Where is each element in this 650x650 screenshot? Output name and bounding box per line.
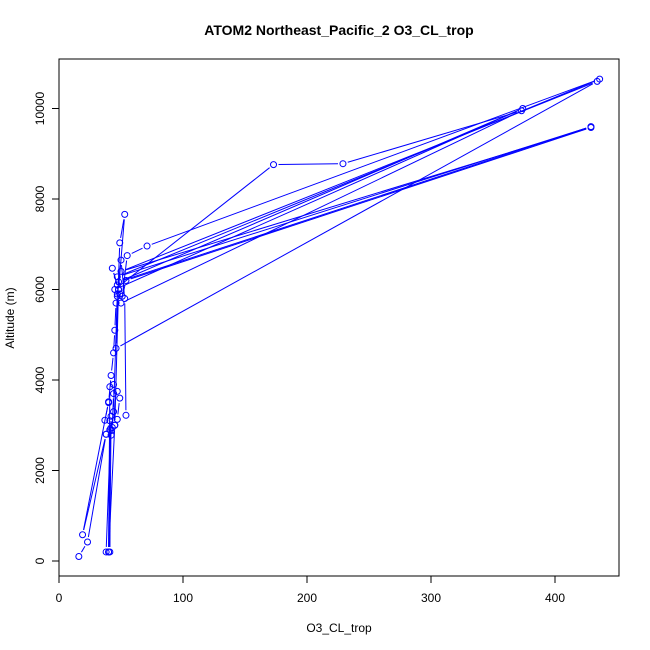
data-point <box>75 552 83 560</box>
y-axis: 0 2000 4000 6000 8000 10000 <box>33 91 60 564</box>
series-line-segment <box>124 303 127 411</box>
data-point <box>105 398 113 406</box>
data-point <box>113 290 121 298</box>
data-point <box>122 411 130 419</box>
data-point <box>101 416 109 424</box>
data-point <box>107 427 115 435</box>
data-point <box>117 267 125 275</box>
chart-title: ATOM2 Northeast_Pacific_2 O3_CL_trop <box>204 22 473 38</box>
data-point <box>117 299 125 307</box>
series-line-segment <box>120 83 594 347</box>
series-line-segment <box>347 111 517 163</box>
series-line-segment <box>111 357 114 371</box>
data-point <box>121 295 129 303</box>
series-line-segment <box>120 219 125 239</box>
series-line-segment <box>114 308 117 326</box>
data-point <box>115 286 123 293</box>
data-point <box>113 415 121 423</box>
data-point <box>107 371 115 379</box>
data-point <box>593 77 601 85</box>
data-point <box>110 390 118 398</box>
data-point <box>79 531 87 539</box>
data-point <box>113 387 121 395</box>
x-axis: 0 100 200 300 400 <box>56 575 565 605</box>
series-line-segment <box>114 294 119 421</box>
y-tick-label: 6000 <box>33 276 47 303</box>
data-point <box>106 383 114 391</box>
series-line-segment <box>130 128 587 280</box>
data-point <box>113 273 121 281</box>
data-point <box>116 239 124 247</box>
data-point <box>110 381 118 389</box>
x-tick-label: 200 <box>297 591 317 605</box>
data-point <box>122 276 130 284</box>
data-point <box>108 264 116 272</box>
series-line-segment <box>87 439 106 538</box>
data-point <box>102 548 110 556</box>
series-line-segment <box>80 546 86 553</box>
series-line-segment <box>113 299 118 407</box>
data-point <box>123 252 131 260</box>
series-line-segment <box>278 163 338 166</box>
series-line-segment <box>125 112 518 302</box>
y-tick-label: 10000 <box>33 91 47 125</box>
x-tick-label: 0 <box>56 591 63 605</box>
series-line-segment <box>83 439 106 531</box>
y-tick-label: 4000 <box>33 366 47 393</box>
data-point <box>105 548 113 556</box>
data-point <box>111 421 119 429</box>
series-line-segment <box>119 110 519 288</box>
y-tick-label: 8000 <box>33 185 47 212</box>
y-tick-label: 2000 <box>33 457 47 484</box>
data-point <box>339 160 347 168</box>
data-point <box>117 256 125 264</box>
series-line-segment <box>125 128 587 271</box>
y-axis-label: Altitude (m) <box>3 287 17 348</box>
series-line-segment <box>118 167 270 287</box>
data-point <box>112 344 120 352</box>
data-point <box>84 538 92 546</box>
data-point <box>111 326 119 334</box>
series-line-segment <box>131 247 143 254</box>
data-point <box>143 242 151 250</box>
series-line-segment <box>83 406 109 530</box>
data-point <box>121 210 129 218</box>
data-point <box>106 426 114 434</box>
data-point <box>587 124 595 132</box>
x-axis-label: O3_CL_trop <box>306 621 372 635</box>
x-tick-label: 400 <box>545 591 565 605</box>
data-point <box>107 412 115 420</box>
data-point <box>112 299 120 307</box>
x-tick-label: 100 <box>173 591 193 605</box>
data-point <box>106 417 114 425</box>
x-tick-label: 300 <box>421 591 441 605</box>
series-line-segment <box>125 82 593 271</box>
data-point <box>102 430 110 438</box>
series-line-segment <box>123 127 587 281</box>
series-layer <box>75 75 604 560</box>
y-tick-label: 0 <box>33 557 47 564</box>
data-point <box>518 107 526 115</box>
data-point <box>270 161 278 169</box>
data-point <box>116 394 124 402</box>
series-line-segment <box>117 403 120 415</box>
data-point <box>115 278 123 286</box>
